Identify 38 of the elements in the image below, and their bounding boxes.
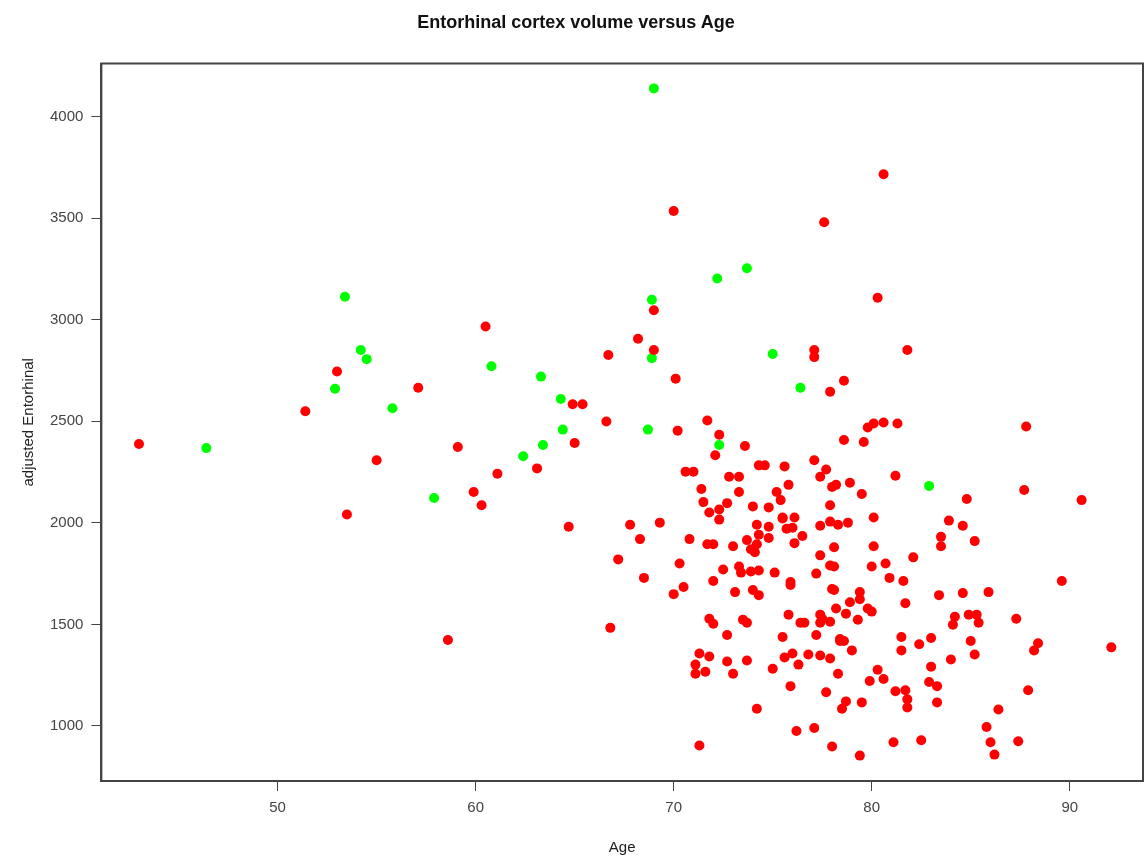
point: [486, 361, 497, 372]
x-tick-label: 90: [1061, 798, 1079, 816]
point: [646, 294, 657, 305]
y-tick-label: 1500: [49, 614, 84, 632]
y-tick-label: 1000: [49, 716, 84, 734]
y-tick-label: 2500: [49, 411, 84, 429]
point: [767, 349, 778, 360]
point: [557, 424, 568, 435]
point: [924, 480, 935, 491]
point: [387, 403, 398, 414]
y-tick-label: 3000: [49, 309, 84, 327]
x-tick-label: 50: [269, 798, 286, 816]
point: [714, 440, 725, 451]
x-tick-label: 70: [665, 798, 683, 816]
point: [518, 451, 529, 462]
point: [361, 354, 372, 365]
point: [429, 493, 440, 504]
y-tick-label: 2000: [49, 512, 84, 530]
chart-title: Entorhinal cortex volume versus Age: [417, 11, 735, 32]
y-tick-label: 4000: [49, 106, 84, 124]
point: [648, 83, 659, 94]
point: [795, 382, 806, 393]
point: [537, 440, 548, 451]
y-tick-label: 3500: [49, 208, 84, 226]
point: [201, 443, 212, 454]
point: [339, 291, 350, 302]
point: [642, 424, 653, 435]
x-tick-label: 60: [467, 798, 484, 816]
point: [355, 344, 366, 355]
point: [712, 273, 723, 284]
y-axis-title: adjusted Entorhinal: [19, 358, 37, 487]
point: [535, 371, 546, 382]
point: [330, 383, 341, 394]
point: [555, 393, 566, 404]
x-tick-label: 80: [863, 798, 881, 816]
point: [646, 353, 657, 364]
point: [741, 263, 752, 274]
x-axis-title: Age: [608, 838, 636, 856]
